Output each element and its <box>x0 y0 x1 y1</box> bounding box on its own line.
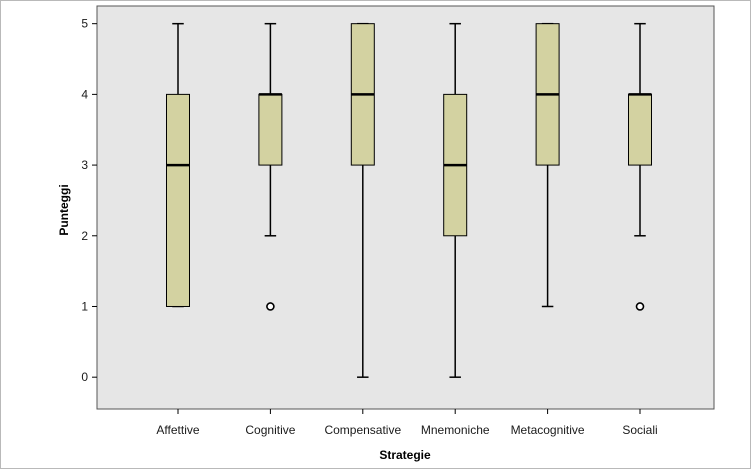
x-tick-label: Mnemoniche <box>421 423 490 437</box>
box-iqr <box>166 93 190 307</box>
x-axis-title: Strategie <box>379 448 431 462</box>
y-tick-label: 3 <box>81 158 88 172</box>
box-mnemoniche <box>443 22 468 378</box>
box-cognitive <box>258 22 283 311</box>
y-axis-title: Punteggi <box>57 184 71 235</box>
y-tick-label: 1 <box>81 299 88 313</box>
x-tick-label: Compensative <box>324 423 401 437</box>
x-axis: Affettive Cognitive Compensative Mnemoniche… <box>156 409 658 437</box>
y-tick-label: 0 <box>81 370 88 384</box>
y-tick-label: 5 <box>81 17 88 31</box>
box-metacognitive <box>535 22 560 308</box>
plot-area <box>96 5 715 410</box>
x-tick-label: Sociali <box>622 423 657 437</box>
box-iqr <box>628 93 652 166</box>
y-tick-label: 4 <box>81 87 88 101</box>
x-tick-label: Metacognitive <box>511 423 585 437</box>
x-tick-label: Cognitive <box>245 423 295 437</box>
box-iqr <box>258 93 283 166</box>
y-axis: 0 1 2 3 4 5 <box>81 17 97 384</box>
outlier-point <box>266 302 275 311</box>
box-compensative <box>350 22 375 378</box>
x-tick-label: Affettive <box>156 423 199 437</box>
outlier-point <box>635 302 645 311</box>
box-affettive <box>166 22 190 308</box>
boxes <box>166 22 652 378</box>
y-tick-label: 2 <box>81 229 88 243</box>
box-sociali <box>628 22 652 311</box>
